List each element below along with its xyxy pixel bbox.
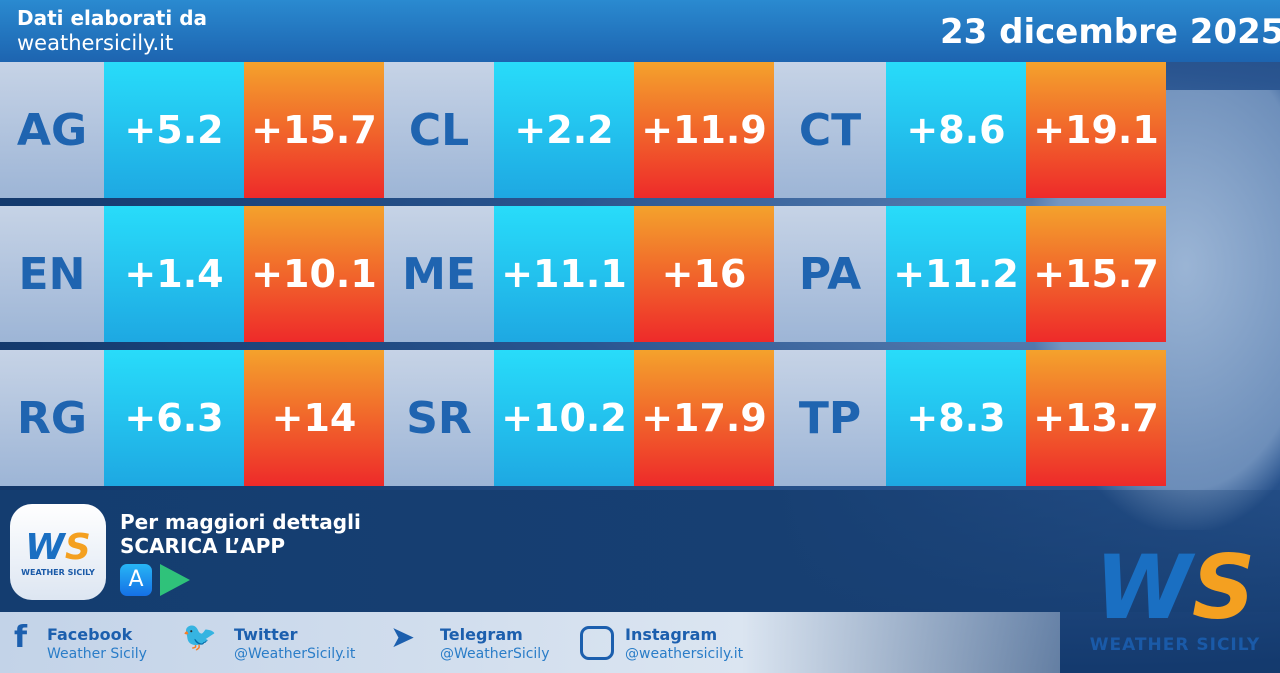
app-logo-name: WEATHER SICILY: [21, 568, 95, 577]
province-code: SR: [384, 350, 494, 486]
max-temp: +17.9: [634, 350, 774, 486]
min-temp: +5.2: [104, 62, 244, 198]
brand-name: WEATHER SICILY: [1089, 635, 1261, 655]
min-temp: +10.2: [494, 350, 634, 486]
facebook-icon[interactable]: f: [14, 620, 28, 655]
promo-line1: Per maggiori dettagli: [120, 510, 361, 534]
province-code: AG: [0, 62, 104, 198]
twitter-title[interactable]: Twitter: [234, 625, 298, 644]
min-temp: +8.3: [886, 350, 1026, 486]
max-temp: +13.7: [1026, 350, 1166, 486]
header: Dati elaborati da weathersicily.it 23 di…: [0, 0, 1280, 62]
province-code: RG: [0, 350, 104, 486]
max-temp: +11.9: [634, 62, 774, 198]
max-temp: +15.7: [244, 62, 384, 198]
google-play-icon[interactable]: [160, 564, 190, 596]
max-temp: +14: [244, 350, 384, 486]
facebook-title[interactable]: Facebook: [47, 625, 133, 644]
telegram-icon[interactable]: ➤: [390, 620, 416, 655]
brand-logo-mark: WS: [1094, 536, 1256, 639]
social-bar: [0, 612, 1060, 673]
grid-row: EN +1.4 +10.1 ME +11.1 +16 PA +11.2 +15.7: [0, 206, 1166, 342]
promo-line2: SCARICA L’APP: [120, 534, 286, 558]
grid-row: AG +5.2 +15.7 CL +2.2 +11.9 CT +8.6 +19.1: [0, 62, 1166, 198]
province-code: EN: [0, 206, 104, 342]
app-logo-mark: WS: [25, 527, 91, 568]
app-store-icon[interactable]: A: [120, 564, 152, 596]
brand-logo: WS WEATHER SICILY: [1075, 540, 1275, 655]
max-temp: +19.1: [1026, 62, 1166, 198]
min-temp: +11.2: [886, 206, 1026, 342]
province-code: TP: [774, 350, 886, 486]
instagram-title[interactable]: Instagram: [625, 625, 718, 644]
min-temp: +8.6: [886, 62, 1026, 198]
header-source: weathersicily.it: [17, 31, 174, 55]
grid-row: RG +6.3 +14 SR +10.2 +17.9 TP +8.3 +13.7: [0, 350, 1166, 486]
min-temp: +11.1: [494, 206, 634, 342]
instagram-handle[interactable]: @weathersicily.it: [625, 646, 744, 662]
min-temp: +6.3: [104, 350, 244, 486]
date: 23 dicembre 2025: [940, 12, 1280, 52]
telegram-handle[interactable]: @WeatherSicily: [440, 646, 550, 662]
max-temp: +16: [634, 206, 774, 342]
province-code: PA: [774, 206, 886, 342]
province-code: ME: [384, 206, 494, 342]
max-temp: +15.7: [1026, 206, 1166, 342]
telegram-title[interactable]: Telegram: [440, 625, 523, 644]
promo-panel: [0, 490, 1280, 612]
province-code: CL: [384, 62, 494, 198]
min-temp: +1.4: [104, 206, 244, 342]
min-temp: +2.2: [494, 62, 634, 198]
facebook-handle[interactable]: Weather Sicily: [47, 646, 147, 662]
twitter-handle[interactable]: @WeatherSicily.it: [234, 646, 356, 662]
max-temp: +10.1: [244, 206, 384, 342]
instagram-icon[interactable]: [580, 626, 614, 660]
header-line1: Dati elaborati da: [17, 6, 207, 30]
app-logo[interactable]: WS WEATHER SICILY: [10, 504, 106, 600]
twitter-icon[interactable]: 🐦: [182, 620, 217, 653]
province-code: CT: [774, 62, 886, 198]
